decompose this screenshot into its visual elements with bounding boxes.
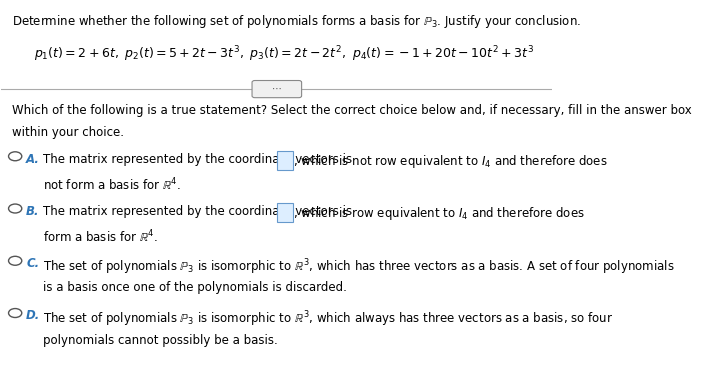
Text: $p_1(t) = 2 + 6t,\ p_2(t) = 5 + 2t - 3t^3,\ p_3(t) = 2t - 2t^2,\ p_4(t) = -1 + 2: $p_1(t) = 2 + 6t,\ p_2(t) = 5 + 2t - 3t^… xyxy=(34,44,535,64)
Text: The matrix represented by the coordinate vectors is: The matrix represented by the coordinate… xyxy=(43,153,352,165)
FancyBboxPatch shape xyxy=(252,80,301,98)
FancyBboxPatch shape xyxy=(277,203,293,222)
Text: ⋯: ⋯ xyxy=(272,84,282,94)
Text: B.: B. xyxy=(26,205,40,218)
Text: form a basis for $\mathbb{R}^4$.: form a basis for $\mathbb{R}^4$. xyxy=(43,229,158,246)
Text: , which is row equivalent to $I_4$ and therefore does: , which is row equivalent to $I_4$ and t… xyxy=(293,205,585,222)
Text: not form a basis for $\mathbb{R}^4$.: not form a basis for $\mathbb{R}^4$. xyxy=(43,177,181,193)
Text: D.: D. xyxy=(26,309,41,322)
Text: The set of polynomials $\mathbb{P}_3$ is isomorphic to $\mathbb{R}^3$, which has: The set of polynomials $\mathbb{P}_3$ is… xyxy=(43,257,674,277)
Text: A.: A. xyxy=(26,153,40,165)
Text: polynomials cannot possibly be a basis.: polynomials cannot possibly be a basis. xyxy=(43,334,278,347)
Text: Which of the following is a true statement? Select the correct choice below and,: Which of the following is a true stateme… xyxy=(13,104,692,117)
Text: Determine whether the following set of polynomials forms a basis for $\mathbb{P}: Determine whether the following set of p… xyxy=(13,12,581,30)
Text: within your choice.: within your choice. xyxy=(13,126,124,139)
Text: is a basis once one of the polynomials is discarded.: is a basis once one of the polynomials i… xyxy=(43,281,346,294)
Text: C.: C. xyxy=(26,257,39,270)
FancyBboxPatch shape xyxy=(277,151,293,170)
Text: The matrix represented by the coordinate vectors is: The matrix represented by the coordinate… xyxy=(43,205,352,218)
Text: The set of polynomials $\mathbb{P}_3$ is isomorphic to $\mathbb{R}^3$, which alw: The set of polynomials $\mathbb{P}_3$ is… xyxy=(43,309,613,329)
Text: , which is not row equivalent to $I_4$ and therefore does: , which is not row equivalent to $I_4$ a… xyxy=(293,153,608,170)
